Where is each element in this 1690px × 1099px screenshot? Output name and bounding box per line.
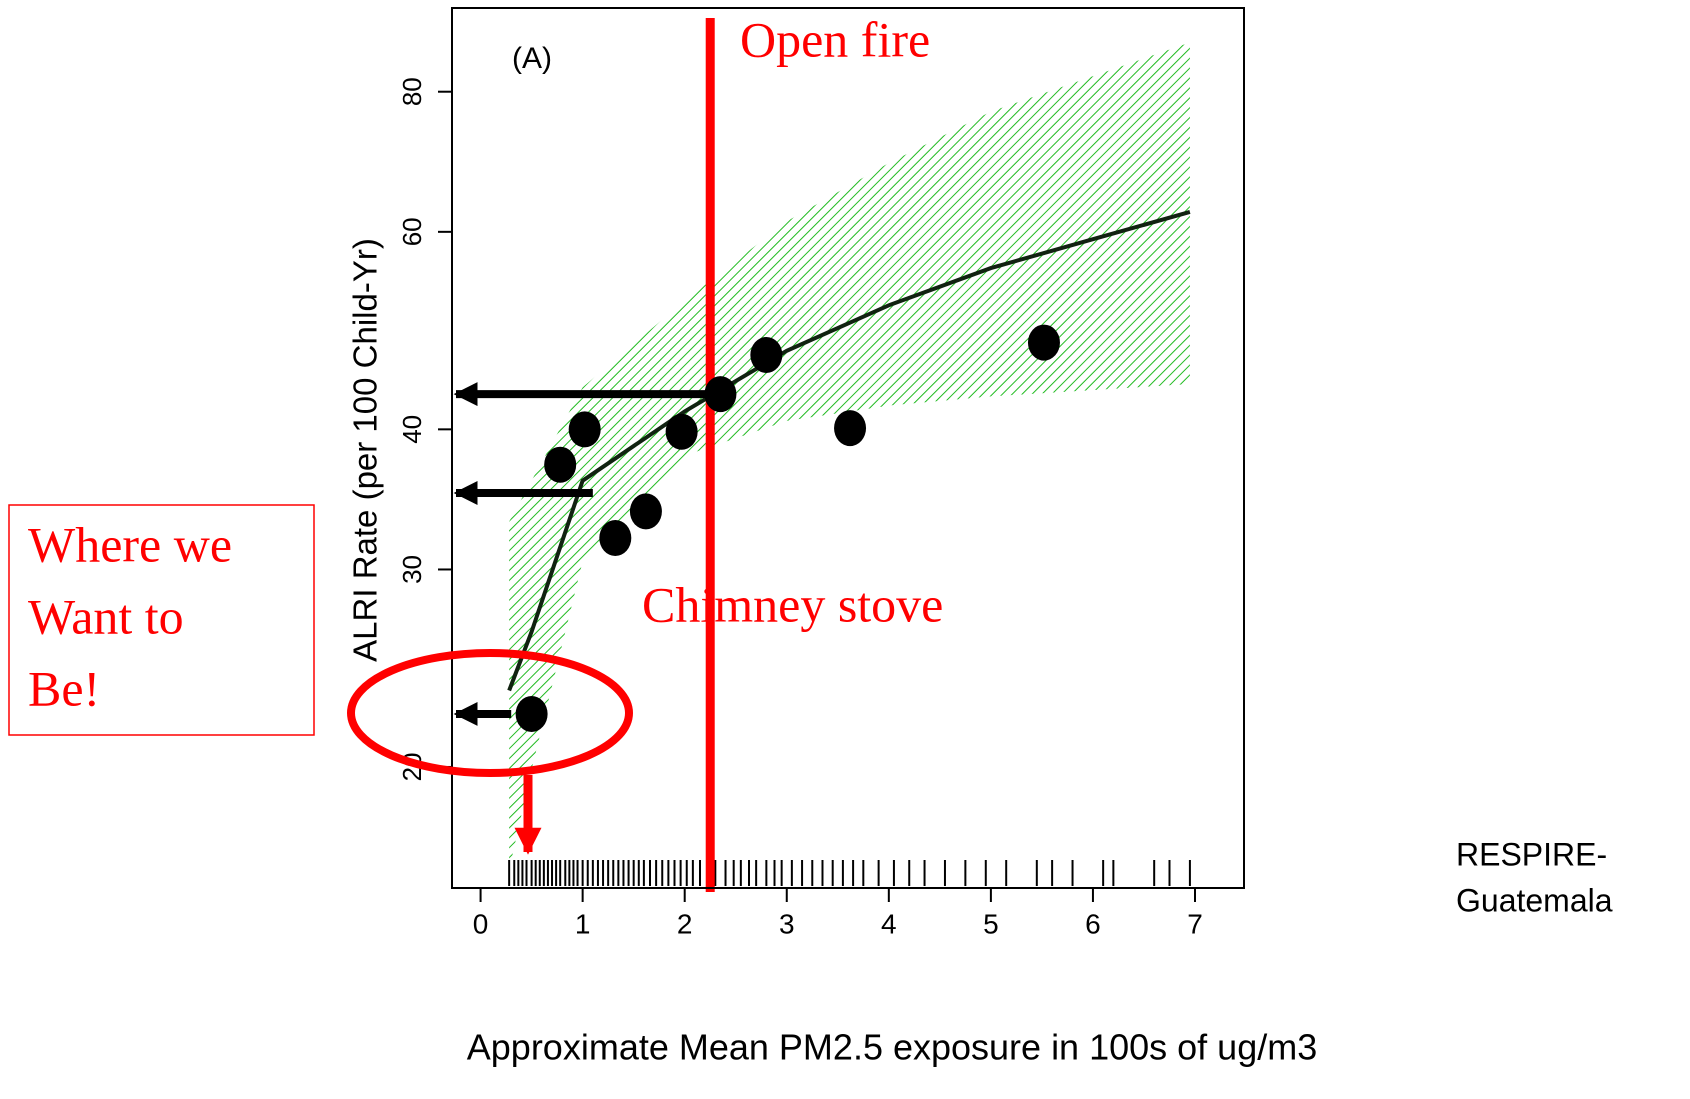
y-tick-label: 40 xyxy=(397,415,427,444)
confidence-band xyxy=(509,42,1190,870)
x-tick-label: 2 xyxy=(677,908,693,939)
x-tick-label: 0 xyxy=(473,908,489,939)
plot-frame xyxy=(451,7,1245,889)
data-point xyxy=(568,411,601,448)
x-axis-label: Approximate Mean PM2.5 exposure in 100s … xyxy=(467,1027,1317,1068)
panel-label: (A) xyxy=(512,42,552,75)
data-point xyxy=(704,376,737,413)
open-fire-label: Open fire xyxy=(740,11,930,67)
source-text: RESPIRE- xyxy=(1456,836,1607,872)
data-point xyxy=(834,410,867,447)
data-point xyxy=(599,520,632,557)
x-tick-label: 1 xyxy=(575,908,591,939)
data-point xyxy=(515,695,548,732)
y-tick-label: 60 xyxy=(397,217,427,246)
y-tick-label: 30 xyxy=(397,555,427,584)
highlight-ellipse xyxy=(347,649,633,777)
callout-text: Where we xyxy=(28,516,232,572)
callout-text: Be! xyxy=(28,660,100,716)
x-tick-label: 6 xyxy=(1085,908,1101,939)
source-text: Guatemala xyxy=(1456,882,1613,918)
chimney-stove-label: Chimney stove xyxy=(642,576,943,632)
y-tick-label: 80 xyxy=(397,77,427,106)
x-tick-label: 7 xyxy=(1187,908,1203,939)
data-point xyxy=(544,446,577,483)
data-point xyxy=(1027,324,1060,361)
x-tick-label: 5 xyxy=(983,908,999,939)
x-tick-label: 4 xyxy=(881,908,897,939)
y-axis-label: ALRI Rate (per 100 Child-Yr) xyxy=(347,238,384,662)
x-tick-label: 3 xyxy=(779,908,795,939)
data-point xyxy=(750,336,783,373)
data-point xyxy=(665,413,698,450)
fit-curve xyxy=(507,210,1191,692)
data-point xyxy=(629,493,662,530)
callout-text: Want to xyxy=(28,588,184,644)
callout-box xyxy=(8,504,315,736)
